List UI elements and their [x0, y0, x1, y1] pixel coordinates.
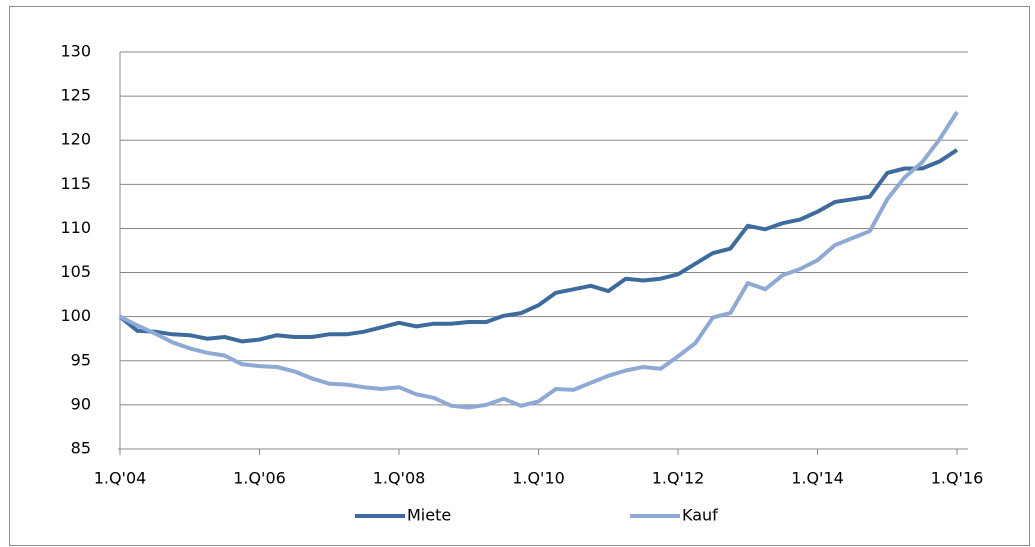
x-tick-label: 1.Q'10: [512, 469, 565, 488]
x-tick-label: 1.Q'14: [791, 469, 844, 488]
y-tick-label: 95: [71, 350, 91, 369]
legend-label: Kauf: [682, 506, 718, 525]
y-tick-label: 120: [60, 130, 91, 149]
legend-label: Miete: [407, 506, 451, 525]
x-tick-label: 1.Q'06: [233, 469, 286, 488]
chart-frame: [9, 6, 1030, 546]
y-tick-label: 85: [71, 439, 91, 458]
y-tick-label: 100: [60, 306, 91, 325]
y-tick-label: 110: [60, 218, 91, 237]
y-tick-label: 115: [60, 174, 91, 193]
x-tick-label: 1.Q'08: [373, 469, 426, 488]
y-tick-label: 105: [60, 262, 91, 281]
series-line: [118, 148, 959, 344]
x-tick-label: 1.Q'12: [652, 469, 705, 488]
y-tick-label: 125: [60, 86, 91, 105]
y-tick-label: 130: [60, 42, 91, 61]
y-tick-label: 90: [71, 394, 91, 413]
x-tick-label: 1.Q'04: [94, 469, 147, 488]
series-line: [119, 110, 959, 410]
x-tick-label: 1.Q'16: [931, 469, 984, 488]
